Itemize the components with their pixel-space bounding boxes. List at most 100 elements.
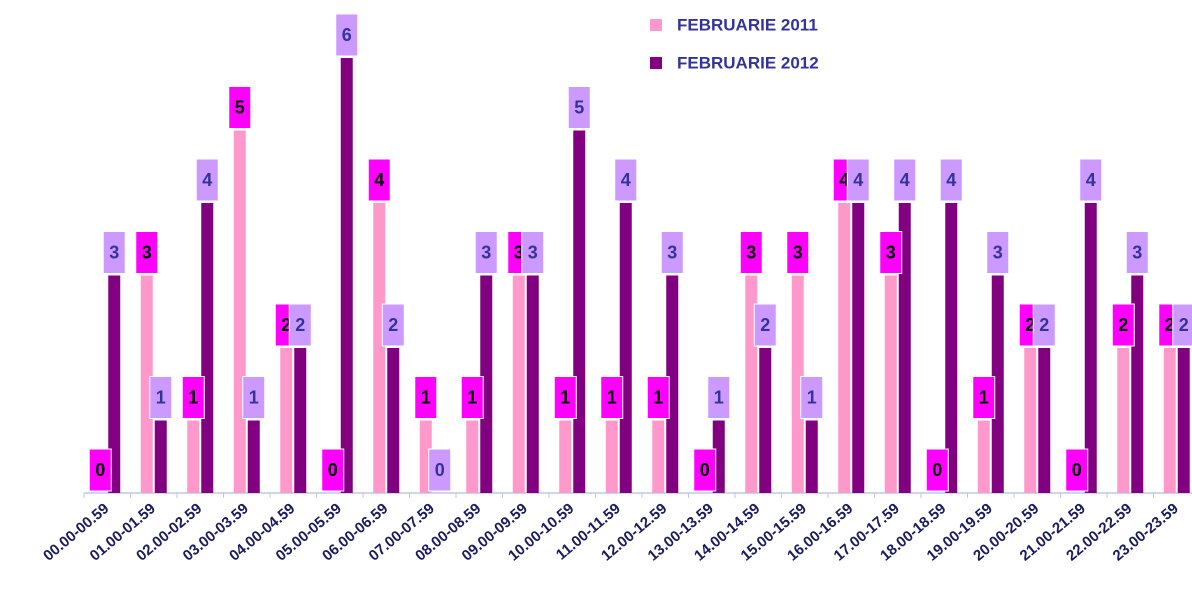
bar <box>280 348 293 493</box>
data-label: 2 <box>1025 315 1035 335</box>
bar <box>898 203 911 493</box>
data-label: 1 <box>714 387 724 407</box>
bar <box>187 420 200 493</box>
data-label: 1 <box>807 387 817 407</box>
data-label-box <box>381 303 405 347</box>
data-label-box <box>521 231 545 274</box>
data-label-box <box>474 231 498 274</box>
data-label-box <box>1065 448 1089 492</box>
bar <box>512 275 525 493</box>
data-label: 3 <box>993 242 1003 262</box>
data-label-box <box>986 231 1010 274</box>
legend-swatch <box>650 57 662 69</box>
bar <box>294 348 307 493</box>
data-label: 3 <box>514 242 524 262</box>
bar <box>619 203 632 493</box>
data-label: 6 <box>342 25 352 45</box>
data-label: 1 <box>653 387 663 407</box>
data-label-box <box>1125 231 1149 274</box>
data-label: 4 <box>374 170 384 190</box>
bar <box>559 420 572 493</box>
data-label: 2 <box>1179 315 1189 335</box>
data-label-box <box>879 231 903 274</box>
bar <box>1177 348 1190 493</box>
bar <box>247 420 260 493</box>
data-label: 4 <box>621 170 631 190</box>
data-label: 0 <box>700 460 710 480</box>
bar <box>945 203 958 493</box>
bar <box>1024 348 1037 493</box>
data-label: 3 <box>667 242 677 262</box>
bar <box>154 420 167 493</box>
data-label: 3 <box>746 242 756 262</box>
data-label-box <box>149 376 173 419</box>
bar <box>233 130 246 493</box>
data-label-box <box>195 158 219 202</box>
data-label: 5 <box>574 97 584 117</box>
data-label: 2 <box>281 315 291 335</box>
data-label-box <box>567 86 591 129</box>
data-label-box <box>1172 303 1192 347</box>
data-label-box <box>1032 303 1056 347</box>
data-label: 1 <box>560 387 570 407</box>
data-label-box <box>786 231 810 274</box>
data-label-box <box>600 376 624 419</box>
data-label: 1 <box>249 387 259 407</box>
data-label-box <box>753 303 777 347</box>
data-label: 1 <box>979 387 989 407</box>
data-label-box <box>972 376 996 419</box>
data-label: 0 <box>435 460 445 480</box>
bar <box>838 203 851 493</box>
bar <box>373 203 386 493</box>
legend-label: FEBRUARIE 2011 <box>677 15 818 34</box>
data-label: 4 <box>839 170 849 190</box>
data-label: 4 <box>1086 170 1096 190</box>
data-label-box <box>1079 158 1103 202</box>
bar <box>526 275 539 493</box>
bar <box>466 420 479 493</box>
data-label: 3 <box>528 242 538 262</box>
data-label: 3 <box>142 242 152 262</box>
data-label: 4 <box>900 170 910 190</box>
bar <box>852 203 865 493</box>
data-label: 2 <box>760 315 770 335</box>
data-label-box <box>925 448 949 492</box>
data-label: 4 <box>946 170 956 190</box>
data-label: 2 <box>388 315 398 335</box>
data-label-box <box>228 86 252 129</box>
bar <box>1163 348 1176 493</box>
data-label-box <box>367 158 391 202</box>
bar <box>791 275 804 493</box>
bar <box>977 420 990 493</box>
data-label: 1 <box>421 387 431 407</box>
data-label: 1 <box>188 387 198 407</box>
data-label-box <box>321 448 345 492</box>
data-label: 2 <box>1118 315 1128 335</box>
data-label: 3 <box>793 242 803 262</box>
data-label-box <box>414 376 438 419</box>
data-label-box <box>181 376 205 419</box>
bar <box>340 58 353 493</box>
data-label-box <box>707 376 731 419</box>
data-label-box <box>553 376 577 419</box>
bar <box>666 275 679 493</box>
data-label: 3 <box>1132 242 1142 262</box>
data-label: 2 <box>1165 315 1175 335</box>
bar <box>1038 348 1051 493</box>
bar <box>108 275 121 493</box>
data-label: 0 <box>95 460 105 480</box>
data-label-box <box>335 13 359 57</box>
data-label-box <box>1111 303 1135 347</box>
data-label: 0 <box>1072 460 1082 480</box>
bar <box>140 275 153 493</box>
data-label: 1 <box>607 387 617 407</box>
bar <box>573 130 586 493</box>
data-label-box <box>135 231 159 274</box>
bar <box>605 420 618 493</box>
data-label: 4 <box>202 170 212 190</box>
data-label: 0 <box>328 460 338 480</box>
legend-label: FEBRUARIE 2012 <box>677 53 819 72</box>
data-label-box <box>460 376 484 419</box>
data-label: 3 <box>109 242 119 262</box>
bar <box>805 420 818 493</box>
